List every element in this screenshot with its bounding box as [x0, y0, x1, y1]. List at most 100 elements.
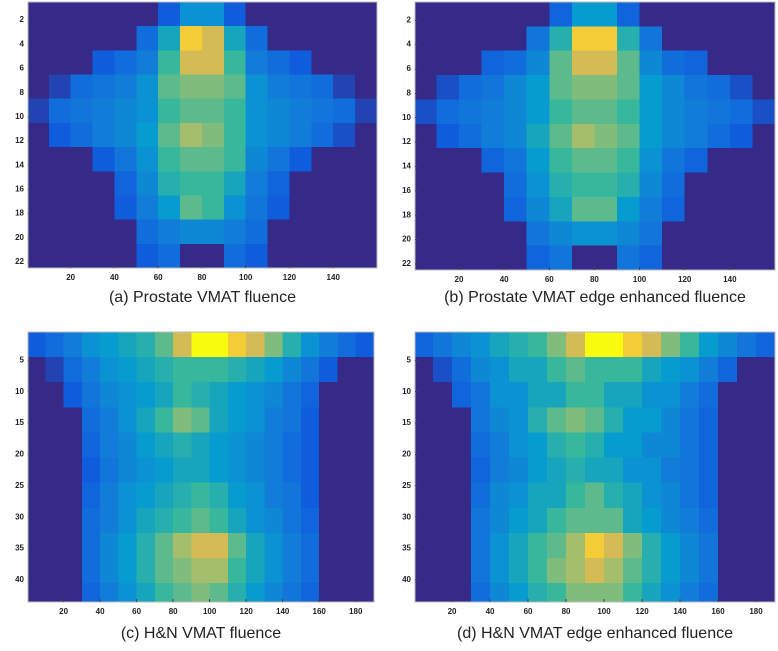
heatmap-cell: [158, 219, 181, 245]
heatmap-cell: [264, 558, 284, 584]
heatmap-cell: [154, 482, 174, 509]
heatmap-cell: [267, 171, 290, 196]
heatmap-cell: [481, 196, 505, 222]
heatmap-cell: [549, 123, 573, 149]
heatmap-cell: [333, 122, 356, 148]
heatmap-cell: [707, 123, 731, 149]
heatmap-cell: [481, 50, 505, 76]
heatmap-cell: [718, 332, 738, 358]
heatmap-cell: [70, 195, 94, 221]
heatmap-cell: [415, 99, 437, 125]
heatmap-cell: [452, 407, 472, 433]
heatmap-cell: [136, 357, 156, 383]
heatmap-cell: [158, 243, 181, 269]
x-tick-label: 100: [633, 275, 647, 284]
heatmap-cell: [526, 245, 550, 271]
x-tick-label: 140: [723, 275, 737, 284]
heatmap-cell: [436, 221, 460, 247]
heatmap-cell: [81, 332, 101, 358]
heatmap-cell: [459, 172, 483, 198]
heatmap-cell: [642, 432, 662, 459]
heatmap-cell: [617, 75, 641, 100]
heatmap-cell: [180, 122, 203, 148]
heatmap-cell: [684, 148, 708, 174]
heatmap-cell: [355, 407, 375, 433]
heatmap-cell: [48, 219, 72, 245]
heatmap-cell: [549, 148, 573, 174]
heatmap-cell: [180, 26, 203, 51]
heatmap-cell: [154, 532, 174, 559]
heatmap-cell: [459, 123, 483, 149]
heatmap-cell: [45, 507, 65, 534]
heatmap-cell: [707, 99, 731, 125]
heatmap-cell: [136, 382, 156, 408]
heatmap-cell: [729, 172, 753, 198]
heatmap-cell: [246, 583, 265, 603]
heatmap-cell: [436, 50, 460, 76]
heatmap-cell: [680, 432, 700, 459]
heatmap-cell: [680, 407, 700, 433]
heatmap-cell: [154, 457, 174, 484]
heatmap-cell: [481, 221, 505, 247]
heatmap-cell: [63, 382, 83, 408]
heatmap-cell: [191, 332, 211, 358]
heatmap-cell: [549, 26, 573, 52]
heatmap-cell: [528, 583, 548, 603]
heatmap-cell: [756, 382, 776, 408]
heatmap-cell: [756, 583, 776, 603]
heatmap-cell: [642, 558, 662, 584]
heatmap-cell: [528, 357, 548, 383]
heatmap-cell: [209, 482, 229, 509]
heatmap-cell: [729, 245, 753, 271]
heatmap-cell: [114, 50, 137, 76]
heatmap-cell: [282, 457, 302, 484]
heatmap-cell: [227, 583, 247, 603]
heatmap-cell: [136, 532, 156, 559]
heatmap-cell: [136, 332, 156, 358]
heatmap-cell: [699, 432, 719, 459]
heatmap-cell: [617, 196, 641, 222]
heatmap-cell: [433, 382, 453, 408]
heatmap-cell: [594, 123, 618, 149]
heatmap-cell: [594, 221, 618, 247]
heatmap-cell: [154, 357, 174, 383]
x-tick-label: 60: [545, 275, 554, 284]
heatmap-cell: [201, 74, 225, 100]
heatmap-cell: [549, 75, 573, 100]
heatmap-cell: [585, 558, 605, 584]
heatmap-cell: [604, 583, 624, 603]
heatmap-cell: [319, 558, 338, 584]
heatmap-cell: [289, 98, 312, 124]
heatmap-cell: [526, 26, 550, 52]
heatmap-cell: [490, 407, 510, 433]
heatmap-cell: [752, 245, 776, 271]
x-tick-label: 60: [132, 607, 141, 616]
heatmap-cell: [528, 432, 548, 459]
heatmap-cell: [737, 357, 757, 383]
x-tick-label: 20: [455, 275, 464, 284]
x-tick-label: 40: [110, 273, 119, 282]
heatmap-cell: [319, 507, 338, 534]
heatmap-cell: [136, 457, 156, 484]
heatmap-cell: [264, 583, 284, 603]
heatmap-cell: [707, 196, 731, 222]
heatmap-cell: [63, 332, 83, 358]
heatmap-cell: [684, 26, 708, 52]
y-tick-label: 4: [20, 39, 25, 48]
heatmap-cell: [333, 243, 356, 269]
heatmap-cell: [311, 219, 334, 245]
heatmap-cell: [28, 171, 50, 196]
heatmap-cell: [337, 558, 357, 584]
heatmap-cell: [118, 432, 138, 459]
heatmap-cell: [549, 221, 573, 247]
heatmap-cell: [433, 432, 453, 459]
heatmap-cell: [70, 74, 94, 100]
x-tick-label: 120: [240, 607, 254, 616]
heatmap-cell: [509, 332, 529, 358]
heatmap-cell: [566, 407, 586, 433]
heatmap-cell: [571, 123, 595, 149]
heatmap-cell: [752, 75, 776, 100]
x-tick-label: 100: [597, 607, 611, 616]
heatmap-cell: [471, 583, 491, 603]
heatmap-cell: [100, 558, 119, 584]
